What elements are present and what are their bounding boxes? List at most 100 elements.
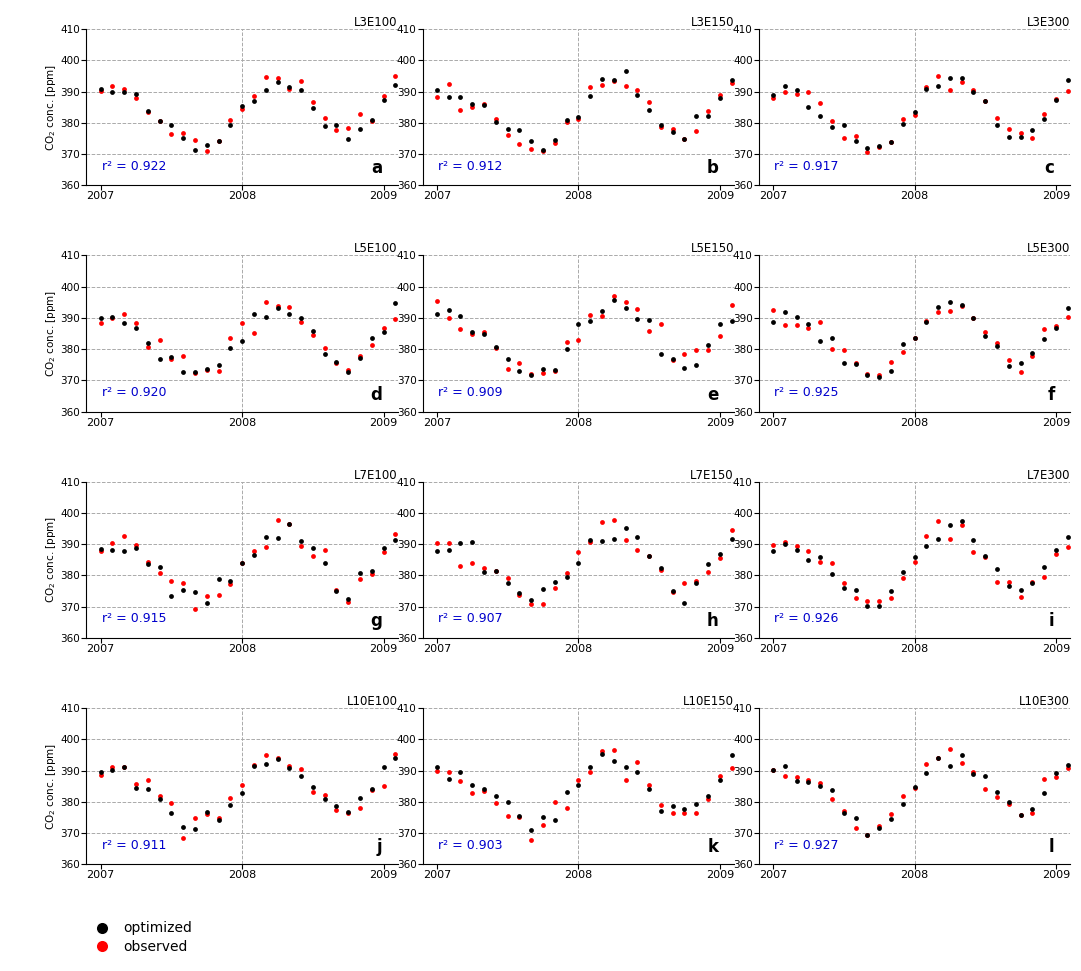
Point — [534, 143, 551, 158]
Point — [1024, 806, 1041, 821]
Point — [1000, 579, 1017, 594]
Point — [245, 757, 263, 773]
Point — [351, 565, 369, 581]
Point — [593, 308, 611, 323]
Point — [510, 809, 528, 824]
Point — [1012, 808, 1029, 823]
Point — [510, 122, 528, 138]
Point — [688, 343, 705, 358]
Point — [1024, 122, 1041, 138]
Y-axis label: CO$_2$ conc. [ppm]: CO$_2$ conc. [ppm] — [43, 63, 57, 151]
Point — [139, 104, 157, 119]
Point — [245, 88, 263, 104]
Point — [1059, 539, 1077, 554]
Point — [198, 804, 215, 820]
Point — [522, 832, 539, 848]
Point — [723, 297, 740, 313]
Point — [222, 797, 239, 813]
Point — [605, 531, 623, 547]
Point — [882, 583, 899, 598]
Point — [1059, 757, 1077, 773]
Point — [534, 365, 551, 381]
Point — [640, 313, 657, 328]
Point — [906, 781, 923, 796]
Point — [293, 533, 310, 549]
Point — [558, 334, 575, 350]
Point — [293, 761, 310, 777]
Point — [930, 304, 947, 319]
Point — [339, 364, 357, 380]
Point — [965, 767, 983, 783]
Point — [328, 799, 345, 815]
Point — [906, 330, 923, 346]
Point — [570, 544, 587, 559]
Point — [640, 548, 657, 563]
Point — [870, 819, 888, 834]
Point — [836, 130, 853, 146]
Point — [245, 758, 263, 774]
Text: L7E300: L7E300 — [1027, 469, 1070, 482]
Point — [918, 315, 935, 330]
Point — [293, 315, 310, 330]
Point — [139, 772, 157, 787]
Point — [976, 328, 993, 344]
Point — [186, 820, 203, 836]
Point — [1036, 331, 1053, 347]
Point — [605, 753, 623, 768]
Point — [1059, 73, 1077, 88]
Point — [582, 313, 599, 328]
Point — [812, 333, 829, 349]
Point — [328, 121, 345, 137]
Point — [558, 341, 575, 356]
Point — [699, 103, 717, 118]
Text: L7E100: L7E100 — [355, 469, 398, 482]
Point — [988, 574, 1005, 589]
Point — [776, 768, 793, 784]
Point — [293, 768, 310, 784]
Point — [198, 807, 215, 822]
Point — [499, 808, 517, 823]
Point — [1059, 309, 1077, 324]
Point — [846, 128, 864, 144]
Point — [534, 581, 551, 596]
Point — [824, 555, 841, 571]
Text: L3E150: L3E150 — [691, 17, 734, 29]
Point — [894, 796, 911, 812]
Point — [1000, 352, 1017, 368]
Point — [116, 82, 133, 97]
Point — [711, 89, 729, 105]
Point — [699, 564, 717, 580]
Point — [363, 782, 381, 797]
Point — [858, 140, 876, 155]
Point — [688, 576, 705, 591]
Point — [210, 571, 227, 586]
Point — [375, 541, 392, 556]
Point — [776, 537, 793, 552]
Point — [257, 310, 275, 325]
Point — [800, 84, 817, 99]
Point — [233, 554, 251, 570]
Point — [440, 772, 457, 787]
Point — [570, 555, 587, 571]
Point — [800, 543, 817, 558]
Point — [652, 803, 669, 819]
Point — [965, 83, 983, 98]
Point — [593, 534, 611, 550]
Point — [629, 764, 646, 780]
Point — [452, 535, 469, 551]
Point — [652, 562, 669, 578]
Point — [151, 788, 169, 804]
Point — [664, 805, 681, 820]
Point — [186, 810, 203, 825]
Point — [476, 326, 493, 342]
Point — [605, 72, 623, 87]
Point — [824, 791, 841, 807]
Text: r² = 0.926: r² = 0.926 — [774, 613, 839, 625]
Point — [104, 542, 121, 557]
Point — [906, 107, 923, 122]
Point — [163, 351, 181, 366]
Point — [605, 743, 623, 758]
Point — [163, 805, 181, 820]
Point — [836, 803, 853, 819]
Point — [723, 759, 740, 775]
